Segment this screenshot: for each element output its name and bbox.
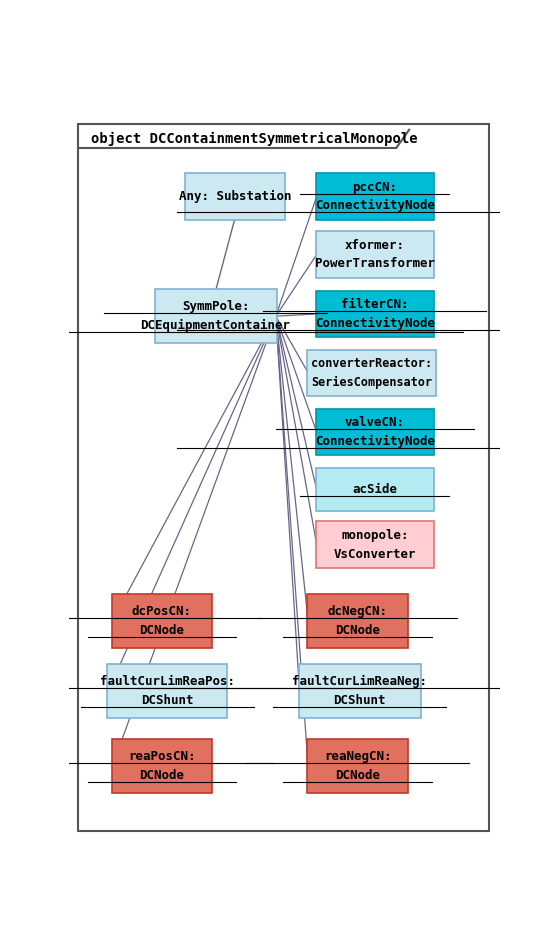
FancyBboxPatch shape bbox=[154, 289, 277, 343]
Text: PowerTransformer: PowerTransformer bbox=[315, 257, 435, 270]
FancyBboxPatch shape bbox=[316, 291, 433, 337]
FancyBboxPatch shape bbox=[316, 232, 433, 278]
Text: reaNegCN:: reaNegCN: bbox=[324, 750, 391, 763]
Text: filterCN:: filterCN: bbox=[341, 298, 408, 311]
Text: DCNode: DCNode bbox=[139, 624, 184, 637]
Text: dcNegCN:: dcNegCN: bbox=[327, 605, 387, 618]
FancyBboxPatch shape bbox=[316, 468, 433, 512]
Text: faultCurLimReaPos:: faultCurLimReaPos: bbox=[100, 675, 235, 689]
FancyBboxPatch shape bbox=[112, 594, 212, 647]
FancyBboxPatch shape bbox=[307, 349, 436, 396]
Text: SeriesCompensator: SeriesCompensator bbox=[311, 376, 432, 389]
Text: DCEquipmentContainer: DCEquipmentContainer bbox=[140, 319, 291, 333]
FancyBboxPatch shape bbox=[185, 173, 285, 219]
FancyBboxPatch shape bbox=[307, 739, 408, 792]
Text: object DCContainmentSymmetricalMonopole: object DCContainmentSymmetricalMonopole bbox=[91, 132, 417, 146]
Text: DCNode: DCNode bbox=[335, 769, 380, 782]
Text: DCNode: DCNode bbox=[335, 624, 380, 637]
Text: VsConverter: VsConverter bbox=[334, 547, 416, 560]
Text: pccCN:: pccCN: bbox=[352, 181, 397, 193]
Text: faultCurLimReaNeg:: faultCurLimReaNeg: bbox=[292, 675, 427, 689]
Text: ConnectivityNode: ConnectivityNode bbox=[315, 200, 435, 213]
Text: valveCN:: valveCN: bbox=[345, 416, 405, 430]
FancyBboxPatch shape bbox=[316, 522, 433, 568]
Text: ConnectivityNode: ConnectivityNode bbox=[315, 435, 435, 448]
Text: Any: Substation: Any: Substation bbox=[179, 190, 291, 203]
Text: DCNode: DCNode bbox=[139, 769, 184, 782]
FancyBboxPatch shape bbox=[307, 594, 408, 647]
Text: SymmPole:: SymmPole: bbox=[182, 300, 249, 313]
FancyBboxPatch shape bbox=[299, 664, 421, 718]
FancyBboxPatch shape bbox=[107, 664, 227, 718]
Text: acSide: acSide bbox=[352, 483, 397, 496]
Text: DCShunt: DCShunt bbox=[141, 694, 194, 707]
FancyBboxPatch shape bbox=[112, 739, 212, 792]
Text: monopole:: monopole: bbox=[341, 528, 408, 542]
FancyBboxPatch shape bbox=[78, 124, 489, 831]
Text: dcPosCN:: dcPosCN: bbox=[132, 605, 192, 618]
Text: DCShunt: DCShunt bbox=[334, 694, 386, 707]
Text: ConnectivityNode: ConnectivityNode bbox=[315, 317, 435, 330]
FancyBboxPatch shape bbox=[316, 173, 433, 219]
Text: xformer:: xformer: bbox=[345, 238, 405, 252]
FancyBboxPatch shape bbox=[316, 409, 433, 455]
Text: converterReactor:: converterReactor: bbox=[311, 357, 432, 370]
Text: reaPosCN:: reaPosCN: bbox=[128, 750, 195, 763]
